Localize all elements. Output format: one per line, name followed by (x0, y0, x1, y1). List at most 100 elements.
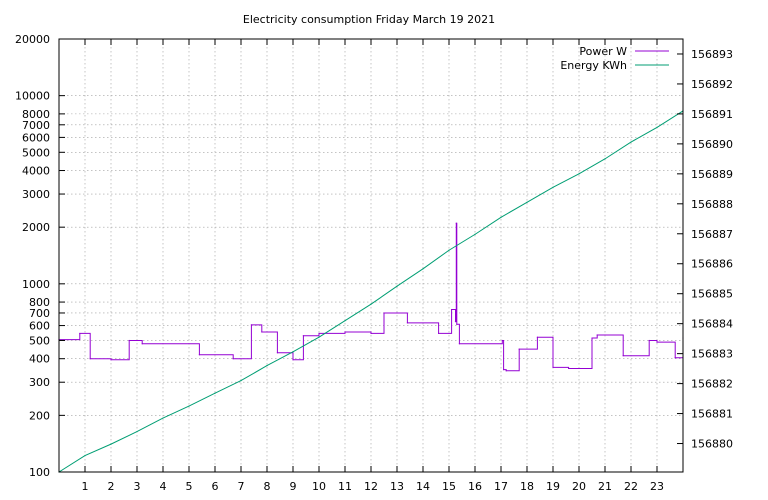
series-1-point (214, 392, 216, 394)
y-tick-label: 200 (29, 409, 50, 422)
x-tick-label: 20 (572, 480, 586, 493)
x-tick-label: 23 (650, 480, 664, 493)
y-tick-label: 6000 (22, 131, 50, 144)
y2-tick-label: 156893 (691, 48, 733, 61)
x-tick-label: 21 (598, 480, 612, 493)
x-tick-label: 22 (624, 480, 638, 493)
series-1-point (396, 285, 398, 287)
series-0-point (656, 341, 658, 343)
x-tick-label: 17 (494, 480, 508, 493)
series-0-point (198, 354, 200, 356)
x-tick-label: 19 (546, 480, 560, 493)
grid-lines (59, 39, 683, 472)
y-tick-label: 2000 (22, 221, 50, 234)
y2-tick-label: 156883 (691, 348, 733, 361)
y2-tick-label: 156882 (691, 378, 733, 391)
y-tick-label: 1000 (22, 278, 50, 291)
series-0-point (383, 312, 385, 314)
legend-label-power: Power W (579, 45, 627, 58)
y2-tick-label: 156888 (691, 198, 733, 211)
series-0-point (568, 367, 570, 370)
x-tick-label: 14 (416, 480, 430, 493)
y2-tick-label: 156892 (691, 78, 733, 91)
series-1-point (500, 216, 502, 218)
y-tick-label: 7000 (22, 119, 50, 132)
x-tick-label: 15 (442, 480, 456, 493)
y-tick-label: 10000 (15, 90, 50, 103)
y-tick-label: 600 (29, 320, 50, 333)
series-1-point (630, 141, 632, 143)
series-0-point (503, 369, 505, 371)
series-0-point (596, 334, 598, 336)
series-1-point (318, 336, 320, 338)
chart-title: Electricity consumption Friday March 19 … (243, 13, 495, 26)
series-0-point (110, 359, 112, 361)
axes: 1 2 3 4 5 6 7 8 9 10 11 12 13 14 15 16 17 18 19 20 21 22 23100… (15, 33, 733, 493)
series-0-point (622, 355, 624, 357)
series-0-point (501, 339, 503, 342)
series-0-point (250, 324, 252, 326)
y2-tick-label: 156887 (691, 228, 733, 241)
series-0-point (128, 339, 130, 342)
series-0-point (648, 339, 650, 342)
series-0-point (276, 352, 278, 354)
series-0-point (591, 337, 593, 339)
series-1-point (526, 201, 528, 203)
series-1-point (188, 405, 190, 407)
series-0-point (232, 358, 234, 360)
series-0-point (89, 358, 91, 360)
y2-tick-label: 156886 (691, 258, 733, 271)
series-0-point (318, 332, 320, 335)
x-tick-label: 12 (364, 480, 378, 493)
series-1-point (344, 320, 346, 322)
series-1-point (266, 365, 268, 367)
series-1-point (604, 158, 606, 160)
x-tick-label: 4 (160, 480, 167, 493)
x-tick-label: 18 (520, 480, 534, 493)
x-tick-label: 7 (238, 480, 245, 493)
series-0-point (505, 370, 507, 372)
legend: Power W Energy KWh (560, 45, 669, 72)
series-0-point (302, 335, 304, 337)
series-1-point (162, 417, 164, 419)
series-1-point (370, 303, 372, 305)
series-layer (58, 110, 684, 473)
x-tick-label: 9 (290, 480, 297, 493)
series-1-point (474, 233, 476, 235)
series-1-point (578, 173, 580, 175)
y2-tick-label: 156891 (691, 108, 733, 121)
series-0-point (406, 322, 408, 324)
x-tick-label: 5 (186, 480, 193, 493)
y-tick-label: 300 (29, 376, 50, 389)
series-0-point (518, 348, 520, 350)
series-0-point (451, 308, 453, 311)
y-tick-label: 4000 (22, 165, 50, 178)
y-tick-label: 3000 (22, 188, 50, 201)
series-1-point (136, 430, 138, 433)
y2-tick-label: 156880 (691, 438, 733, 451)
series-1-point (84, 454, 86, 457)
series-1-point (110, 443, 112, 445)
series-1-point (422, 268, 424, 270)
y2-tick-label: 156885 (691, 288, 733, 301)
series-0-point (456, 323, 458, 325)
series-0-point (455, 222, 457, 224)
y2-tick-label: 156884 (691, 318, 733, 331)
y-tick-label: 8000 (22, 108, 50, 121)
x-tick-label: 1 (82, 480, 89, 493)
series-0-point (344, 331, 346, 333)
x-tick-label: 2 (108, 480, 115, 493)
x-tick-label: 13 (390, 480, 404, 493)
x-tick-label: 3 (134, 480, 141, 493)
series-1-point (292, 351, 294, 353)
y2-tick-label: 156881 (691, 408, 733, 421)
x-tick-label: 11 (338, 480, 352, 493)
series-1-point (240, 380, 242, 382)
series-1-point (656, 126, 658, 128)
series-0-point (438, 332, 440, 335)
series-0-point (141, 343, 143, 345)
series-0-point (674, 357, 676, 359)
y2-tick-label: 156889 (691, 168, 733, 181)
